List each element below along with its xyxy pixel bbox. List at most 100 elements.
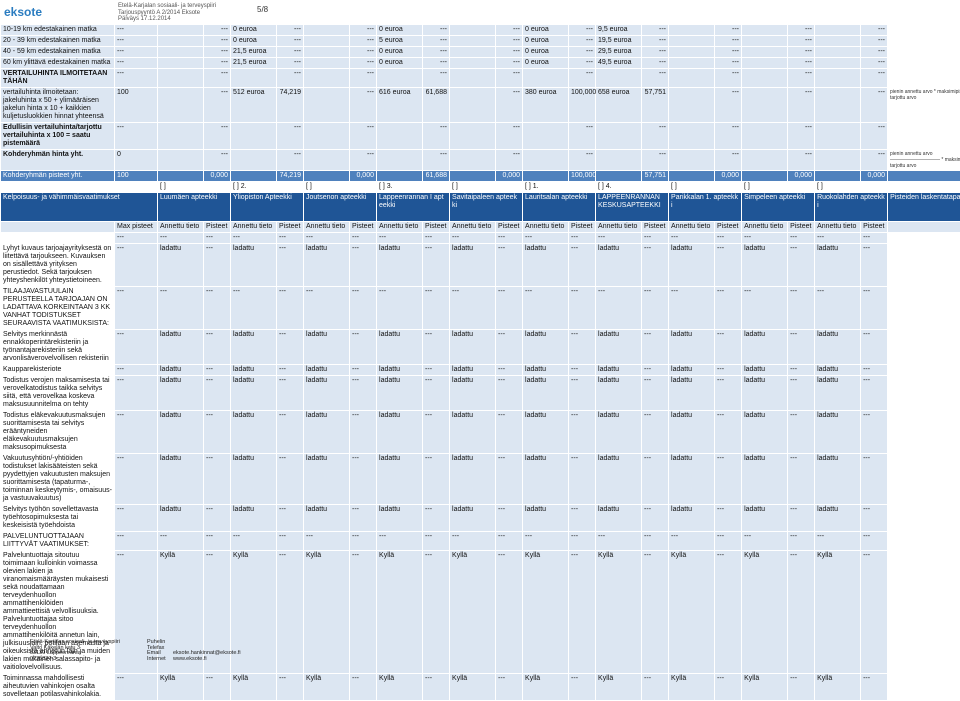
- cell: ladattu: [450, 330, 496, 364]
- cell: ---: [642, 330, 669, 364]
- cell: ---: [350, 532, 377, 550]
- cell: [715, 182, 741, 192]
- cell: 57,751: [642, 88, 668, 122]
- cell: ---: [450, 532, 496, 550]
- cell: 61,688: [423, 88, 449, 122]
- cell: [231, 69, 276, 87]
- cell: [669, 69, 714, 87]
- cell: ---: [861, 25, 887, 35]
- cell: ladattu: [669, 376, 715, 410]
- cell: ---: [350, 25, 376, 35]
- note-line: tarjottu arvo: [890, 95, 917, 101]
- cell: ladattu: [669, 244, 715, 286]
- cell: Kyllä: [450, 551, 496, 673]
- contact-label: Telefax: [147, 644, 165, 651]
- summary-row: Kohderyhmän pisteet yht. 100 0,000 74,219 0,…: [1, 171, 960, 181]
- row-label: Todistus eläkevakuutusmaksujen suorittam…: [1, 411, 114, 453]
- cell: 0,000: [204, 171, 230, 181]
- cell: ---: [715, 36, 741, 46]
- cell: ---: [204, 330, 230, 364]
- cell: ladattu: [596, 376, 642, 410]
- cell: ---: [115, 233, 157, 243]
- row-label: Edullisin vertailuhinta/tarjottu vertail…: [1, 123, 114, 149]
- cell: [450, 36, 495, 46]
- cell: ---: [350, 505, 377, 531]
- cell: ---: [423, 551, 450, 673]
- row-label: Kohderyhmän hinta yht.: [1, 150, 114, 170]
- cell: ---: [423, 123, 449, 149]
- cell: 0 euroa: [231, 25, 276, 35]
- cell: ---: [423, 454, 450, 504]
- cell: ladattu: [742, 454, 788, 504]
- cell: ---: [350, 365, 377, 375]
- cell: [158, 36, 203, 46]
- cell: ---: [569, 376, 596, 410]
- cell: ---: [423, 376, 450, 410]
- cell: ---: [861, 233, 888, 243]
- cell: ladattu: [742, 411, 788, 453]
- cell: ladattu: [815, 376, 861, 410]
- cell: Kyllä: [377, 551, 423, 673]
- blank-cell: [888, 454, 960, 504]
- cell: [669, 25, 714, 35]
- cell: [304, 58, 349, 68]
- cell: ---: [669, 233, 715, 243]
- cell: ---: [742, 233, 788, 243]
- subheader: Max pisteet: [115, 222, 157, 232]
- cell: ---: [642, 244, 669, 286]
- cell: [742, 58, 787, 68]
- cell: ---: [596, 287, 642, 329]
- cell: ---: [788, 233, 815, 243]
- cell: ---: [350, 36, 376, 46]
- cell: ---: [715, 376, 742, 410]
- cell: ---: [496, 411, 523, 453]
- cell: 0,000: [350, 171, 376, 181]
- cell: ---: [450, 287, 496, 329]
- cell: ladattu: [231, 330, 276, 364]
- cell: [158, 150, 203, 170]
- cell: ---: [861, 330, 888, 364]
- cell: 0 euroa: [231, 36, 276, 46]
- cell: 0 euroa: [523, 47, 568, 57]
- cell: [742, 150, 787, 170]
- cell: ladattu: [304, 244, 350, 286]
- subheader: Annettu tieto: [815, 222, 861, 232]
- note: [888, 58, 960, 68]
- cell: ---: [523, 233, 569, 243]
- cell: 0 euroa: [523, 25, 568, 35]
- cell: ladattu: [231, 365, 276, 375]
- cell: ladattu: [669, 454, 715, 504]
- cell: ladattu: [596, 330, 642, 364]
- cell: ---: [715, 365, 742, 375]
- note: [888, 47, 960, 57]
- cell: ---: [496, 233, 523, 243]
- cell: ---: [277, 58, 303, 68]
- cell: ---: [158, 532, 203, 550]
- cell: ladattu: [450, 505, 496, 531]
- cell: ladattu: [377, 505, 423, 531]
- row-label: Lyhyt kuvaus tarjoajayrityksestä on liit…: [1, 244, 114, 286]
- row-label: 10-19 km edestakainen matka: [1, 25, 114, 35]
- cell: ---: [788, 150, 814, 170]
- cell: ---: [350, 58, 376, 68]
- cell: ---: [715, 411, 742, 453]
- cell: [596, 123, 641, 149]
- cell: ladattu: [669, 365, 715, 375]
- cell: ---: [815, 233, 861, 243]
- cell: ---: [788, 454, 815, 504]
- cell: [304, 123, 349, 149]
- cell: Kyllä: [304, 551, 350, 673]
- summary-row: vertailuhinta ilmoitetaan: jakeluhinta x…: [1, 88, 960, 122]
- cell: ---: [569, 411, 596, 453]
- requirement-row: Lyhyt kuvaus tarjoajayrityksestä on liit…: [1, 244, 960, 286]
- subheader: Pisteet: [642, 222, 669, 232]
- subheader-row: Max pisteet Annettu tieto Pisteet Annettu t…: [1, 222, 960, 232]
- blank-cell: [888, 532, 960, 550]
- cell: ladattu: [304, 411, 350, 453]
- cell: ---: [204, 88, 230, 122]
- cell: [231, 123, 276, 149]
- cell: ---: [715, 25, 741, 35]
- cell: ---: [277, 365, 304, 375]
- cell: ---: [377, 233, 423, 243]
- cell: ladattu: [815, 411, 861, 453]
